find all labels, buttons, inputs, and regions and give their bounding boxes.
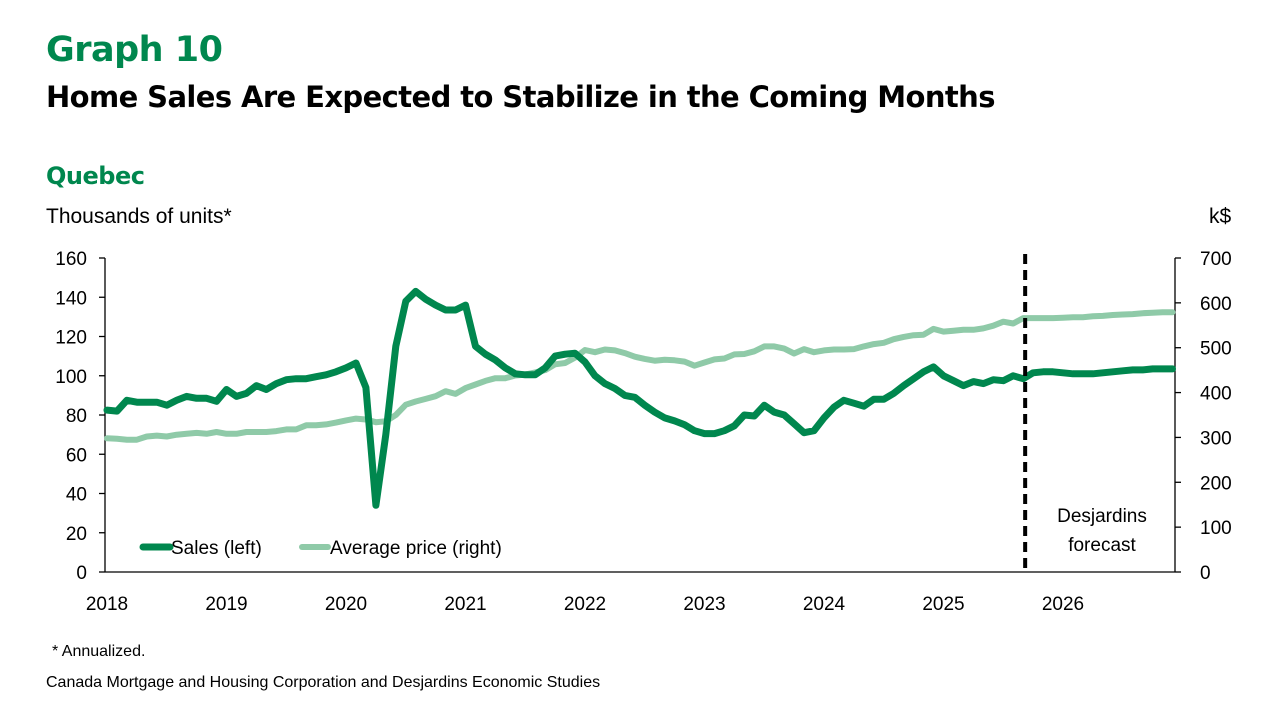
x-tick-label: 2022 xyxy=(564,594,606,615)
legend: Sales (left) Average price (right) xyxy=(139,538,502,559)
right-tick-label: 300 xyxy=(1200,428,1232,449)
chart-subtitle: Quebec xyxy=(46,162,145,190)
x-tick-label: 2018 xyxy=(86,594,128,615)
right-tick-label: 400 xyxy=(1200,384,1232,405)
left-axis-label: Thousands of units* xyxy=(46,205,232,228)
left-tick-label: 40 xyxy=(66,485,87,506)
right-tick-label: 700 xyxy=(1200,249,1232,270)
x-tick-label: 2020 xyxy=(325,594,367,615)
x-tick-label: 2024 xyxy=(803,594,846,615)
axes: 0 20 40 60 80 100 120 140 160 0 100 200 300 400 500 600… xyxy=(55,249,1231,615)
sales-series-line xyxy=(103,287,1176,509)
forecast-annotation: forecast xyxy=(1068,535,1136,556)
x-tick-label: 2026 xyxy=(1042,594,1084,615)
left-tick-label: 80 xyxy=(66,406,87,427)
right-axis-label: k$ xyxy=(1209,205,1232,228)
source-note: Canada Mortgage and Housing Corporation … xyxy=(46,674,601,691)
series-lines xyxy=(103,287,1176,509)
right-tick-label: 500 xyxy=(1200,339,1232,360)
price-series-line xyxy=(104,309,1176,443)
left-tick-label: 120 xyxy=(55,328,87,349)
legend-label-price: Average price (right) xyxy=(330,538,502,559)
left-tick-label: 20 xyxy=(66,524,87,545)
right-tick-label: 0 xyxy=(1200,563,1211,584)
graph-number: Graph 10 xyxy=(46,30,223,70)
x-tick-label: 2019 xyxy=(205,594,247,615)
left-tick-label: 100 xyxy=(55,367,87,388)
left-tick-label: 0 xyxy=(76,563,87,584)
right-tick-label: 600 xyxy=(1200,294,1232,315)
left-tick-label: 60 xyxy=(66,445,87,466)
right-tick-label: 200 xyxy=(1200,473,1232,494)
chart-title: Home Sales Are Expected to Stabilize in … xyxy=(46,80,995,114)
left-tick-label: 140 xyxy=(55,288,87,309)
forecast-annotation: Desjardins xyxy=(1057,506,1147,527)
x-tick-label: 2023 xyxy=(683,594,725,615)
right-tick-label: 100 xyxy=(1200,518,1232,539)
x-tick-label: 2021 xyxy=(444,594,486,615)
x-tick-label: 2025 xyxy=(922,594,964,615)
forecast-marker: Desjardins forecast xyxy=(1023,254,1147,570)
left-tick-label: 160 xyxy=(55,249,87,270)
legend-label-sales: Sales (left) xyxy=(171,538,262,559)
footnote: * Annualized. xyxy=(52,643,146,660)
